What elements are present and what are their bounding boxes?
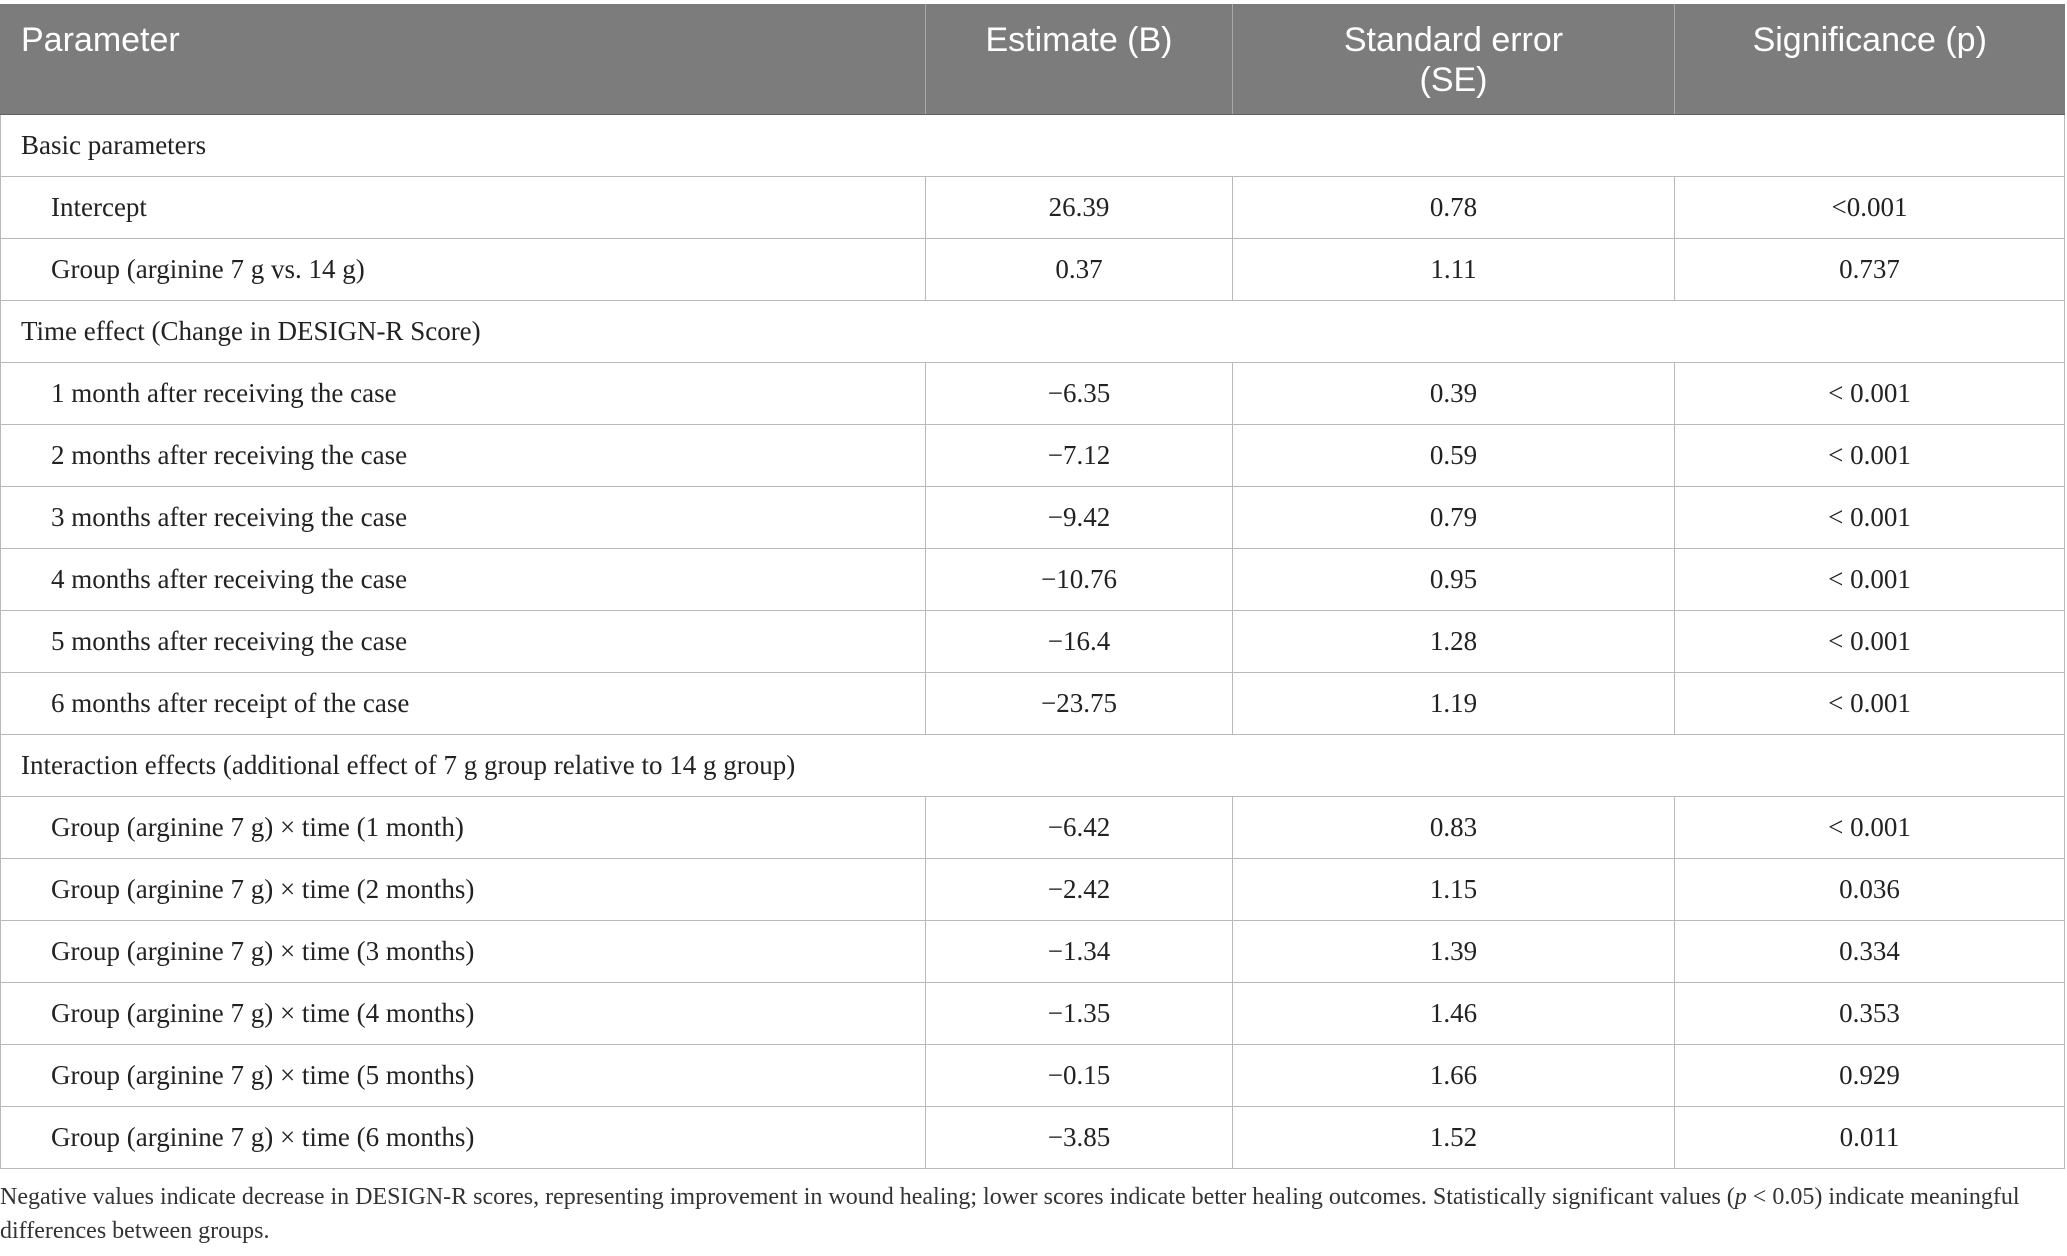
header-estimate: Estimate (B) [925, 4, 1233, 115]
table-row: Group (arginine 7 g) × time (4 months) −… [0, 981, 2065, 1045]
header-significance: Significance (p) [1674, 4, 2065, 115]
se-cell: 1.46 [1232, 981, 1675, 1045]
estimate-cell: −9.42 [925, 485, 1233, 549]
parameter-cell: Group (arginine 7 g) × time (2 months) [0, 857, 926, 921]
p-cell: 0.737 [1674, 237, 2065, 301]
se-cell: 1.19 [1232, 671, 1675, 735]
section-label: Interaction effects (additional effect o… [0, 733, 2065, 797]
parameter-cell: 1 month after receiving the case [0, 361, 926, 425]
parameter-cell: Group (arginine 7 g) × time (6 months) [0, 1105, 926, 1169]
section-label: Time effect (Change in DESIGN-R Score) [0, 299, 2065, 363]
table-row: Group (arginine 7 g) × time (6 months) −… [0, 1105, 2065, 1169]
table-body: Basic parameters Intercept 26.39 0.78 <0… [0, 113, 2065, 1169]
se-cell: 0.78 [1232, 175, 1675, 239]
results-table-container: Parameter Estimate (B) Standard error (SE… [0, 4, 2065, 1169]
table-row: 1 month after receiving the case −6.35 0… [0, 361, 2065, 425]
table-row: 3 months after receiving the case −9.42 … [0, 485, 2065, 549]
section-row-time: Time effect (Change in DESIGN-R Score) [0, 299, 2065, 363]
section-row-interaction: Interaction effects (additional effect o… [0, 733, 2065, 797]
parameter-cell: Intercept [0, 175, 926, 239]
se-cell: 0.59 [1232, 423, 1675, 487]
se-cell: 0.39 [1232, 361, 1675, 425]
parameter-cell: 5 months after receiving the case [0, 609, 926, 673]
se-cell: 1.66 [1232, 1043, 1675, 1107]
header-se-line1: Standard error [1343, 21, 1564, 59]
se-cell: 1.15 [1232, 857, 1675, 921]
table-row: Group (arginine 7 g) × time (5 months) −… [0, 1043, 2065, 1107]
estimate-cell: −6.42 [925, 795, 1233, 859]
parameter-cell: 6 months after receipt of the case [0, 671, 926, 735]
table-footnote: Negative values indicate decrease in DES… [0, 1180, 2040, 1248]
estimate-cell: −16.4 [925, 609, 1233, 673]
section-label: Basic parameters [0, 113, 2065, 177]
parameter-cell: Group (arginine 7 g) × time (1 month) [0, 795, 926, 859]
estimate-cell: −3.85 [925, 1105, 1233, 1169]
table-row: 2 months after receiving the case −7.12 … [0, 423, 2065, 487]
estimate-cell: −1.35 [925, 981, 1233, 1045]
se-cell: 1.11 [1232, 237, 1675, 301]
table-row: Group (arginine 7 g) × time (2 months) −… [0, 857, 2065, 921]
p-cell: 0.011 [1674, 1105, 2065, 1169]
parameter-cell: Group (arginine 7 g) × time (4 months) [0, 981, 926, 1045]
table-row: 4 months after receiving the case −10.76… [0, 547, 2065, 611]
header-row: Parameter Estimate (B) Standard error (SE… [0, 4, 2065, 115]
estimate-cell: −1.34 [925, 919, 1233, 983]
table-row: Group (arginine 7 g vs. 14 g) 0.37 1.11 … [0, 237, 2065, 301]
p-cell: < 0.001 [1674, 609, 2065, 673]
estimate-cell: 26.39 [925, 175, 1233, 239]
parameter-cell: 4 months after receiving the case [0, 547, 926, 611]
parameter-cell: Group (arginine 7 g) × time (5 months) [0, 1043, 926, 1107]
p-cell: 0.334 [1674, 919, 2065, 983]
table-row: Group (arginine 7 g) × time (3 months) −… [0, 919, 2065, 983]
p-cell: < 0.001 [1674, 423, 2065, 487]
estimate-cell: 0.37 [925, 237, 1233, 301]
header-standard-error: Standard error (SE) [1232, 4, 1675, 115]
se-cell: 0.95 [1232, 547, 1675, 611]
estimate-cell: −7.12 [925, 423, 1233, 487]
se-cell: 1.28 [1232, 609, 1675, 673]
p-cell: < 0.001 [1674, 671, 2065, 735]
se-cell: 1.52 [1232, 1105, 1675, 1169]
table-row: 5 months after receiving the case −16.4 … [0, 609, 2065, 673]
p-cell: 0.036 [1674, 857, 2065, 921]
p-cell: < 0.001 [1674, 485, 2065, 549]
se-cell: 0.79 [1232, 485, 1675, 549]
header-parameter: Parameter [0, 4, 926, 115]
table-row: Intercept 26.39 0.78 <0.001 [0, 175, 2065, 239]
table-row: 6 months after receipt of the case −23.7… [0, 671, 2065, 735]
estimate-cell: −10.76 [925, 547, 1233, 611]
parameter-cell: Group (arginine 7 g) × time (3 months) [0, 919, 926, 983]
p-cell: <0.001 [1674, 175, 2065, 239]
parameter-cell: 3 months after receiving the case [0, 485, 926, 549]
table-header: Parameter Estimate (B) Standard error (SE… [0, 4, 2065, 115]
table-row: Group (arginine 7 g) × time (1 month) −6… [0, 795, 2065, 859]
parameter-cell: 2 months after receiving the case [0, 423, 926, 487]
p-cell: < 0.001 [1674, 547, 2065, 611]
footnote-p-symbol: p [1734, 1184, 1747, 1210]
footnote-part2: < 0.05) indicate meaningful differences … [0, 1184, 2020, 1244]
p-cell: 0.353 [1674, 981, 2065, 1045]
se-cell: 0.83 [1232, 795, 1675, 859]
p-cell: < 0.001 [1674, 795, 2065, 859]
estimate-cell: −6.35 [925, 361, 1233, 425]
estimate-cell: −23.75 [925, 671, 1233, 735]
footnote-part1: Negative values indicate decrease in DES… [0, 1184, 1735, 1210]
parameter-cell: Group (arginine 7 g vs. 14 g) [0, 237, 926, 301]
estimate-cell: −2.42 [925, 857, 1233, 921]
p-cell: 0.929 [1674, 1043, 2065, 1107]
header-se-line2: (SE) [1419, 61, 1488, 99]
results-table: Parameter Estimate (B) Standard error (SE… [0, 4, 2065, 1169]
section-row-basic: Basic parameters [0, 113, 2065, 177]
se-cell: 1.39 [1232, 919, 1675, 983]
p-cell: < 0.001 [1674, 361, 2065, 425]
estimate-cell: −0.15 [925, 1043, 1233, 1107]
